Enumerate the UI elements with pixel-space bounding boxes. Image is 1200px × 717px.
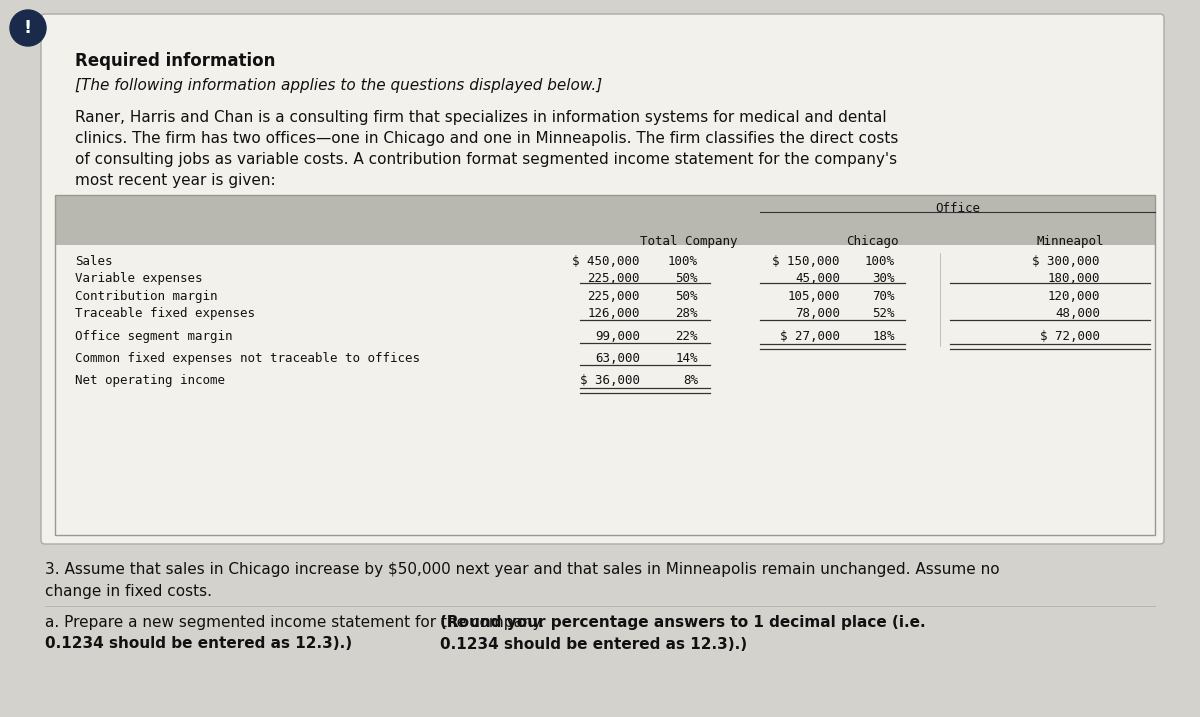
Text: 3. Assume that sales in Chicago increase by $50,000 next year and that sales in : 3. Assume that sales in Chicago increase… (46, 562, 1000, 599)
Text: Total Company: Total Company (641, 235, 738, 248)
Text: 50%: 50% (676, 290, 698, 303)
Bar (55, 195, 1154, 245)
Text: 18%: 18% (872, 330, 895, 343)
Text: 30%: 30% (872, 272, 895, 285)
Text: 78,000: 78,000 (796, 307, 840, 320)
Text: Net operating income: Net operating income (74, 374, 226, 387)
Text: $ 450,000: $ 450,000 (572, 255, 640, 268)
Text: [The following information applies to the questions displayed below.]: [The following information applies to th… (74, 78, 602, 93)
Text: 100%: 100% (668, 255, 698, 268)
Text: Minneapol: Minneapol (1037, 235, 1104, 248)
Text: 120,000: 120,000 (1048, 290, 1100, 303)
Bar (55, 195, 1154, 535)
Text: 225,000: 225,000 (588, 272, 640, 285)
Text: 63,000: 63,000 (595, 352, 640, 365)
Text: Variable expenses: Variable expenses (74, 272, 203, 285)
Text: $ 150,000: $ 150,000 (773, 255, 840, 268)
Text: Chicago: Chicago (846, 235, 899, 248)
Text: 70%: 70% (872, 290, 895, 303)
Text: Required information: Required information (74, 52, 275, 70)
Text: (Round your percentage answers to 1 decimal place (i.e.
0.1234 should be entered: (Round your percentage answers to 1 deci… (440, 615, 925, 652)
FancyBboxPatch shape (41, 14, 1164, 544)
Text: $ 36,000: $ 36,000 (580, 374, 640, 387)
Text: of consulting jobs as variable costs. A contribution format segmented income sta: of consulting jobs as variable costs. A … (74, 152, 898, 167)
Text: 45,000: 45,000 (796, 272, 840, 285)
Text: 50%: 50% (676, 272, 698, 285)
Text: Office segment margin: Office segment margin (74, 330, 233, 343)
Text: 8%: 8% (683, 374, 698, 387)
Text: 14%: 14% (676, 352, 698, 365)
Text: Common fixed expenses not traceable to offices: Common fixed expenses not traceable to o… (74, 352, 420, 365)
Text: 48,000: 48,000 (1055, 307, 1100, 320)
Text: !: ! (24, 19, 32, 37)
Text: $ 300,000: $ 300,000 (1032, 255, 1100, 268)
Text: 180,000: 180,000 (1048, 272, 1100, 285)
Text: 105,000: 105,000 (787, 290, 840, 303)
Bar (55, 245, 1154, 535)
Text: 52%: 52% (872, 307, 895, 320)
Text: $ 72,000: $ 72,000 (1040, 330, 1100, 343)
Text: a. Prepare a new segmented income statement for the company.: a. Prepare a new segmented income statem… (46, 615, 550, 630)
Text: Office: Office (935, 202, 980, 215)
Text: Raner, Harris and Chan is a consulting firm that specializes in information syst: Raner, Harris and Chan is a consulting f… (74, 110, 887, 125)
Text: Traceable fixed expenses: Traceable fixed expenses (74, 307, 256, 320)
Text: 0.1234 should be entered as 12.3).): 0.1234 should be entered as 12.3).) (46, 636, 352, 651)
Text: clinics. The firm has two offices—one in Chicago and one in Minneapolis. The fir: clinics. The firm has two offices—one in… (74, 131, 899, 146)
Text: 99,000: 99,000 (595, 330, 640, 343)
Text: 126,000: 126,000 (588, 307, 640, 320)
Text: Contribution margin: Contribution margin (74, 290, 217, 303)
Text: 28%: 28% (676, 307, 698, 320)
Circle shape (10, 10, 46, 46)
Text: $ 27,000: $ 27,000 (780, 330, 840, 343)
Text: most recent year is given:: most recent year is given: (74, 173, 276, 188)
Text: 100%: 100% (865, 255, 895, 268)
Text: 225,000: 225,000 (588, 290, 640, 303)
Text: Sales: Sales (74, 255, 113, 268)
Text: 22%: 22% (676, 330, 698, 343)
